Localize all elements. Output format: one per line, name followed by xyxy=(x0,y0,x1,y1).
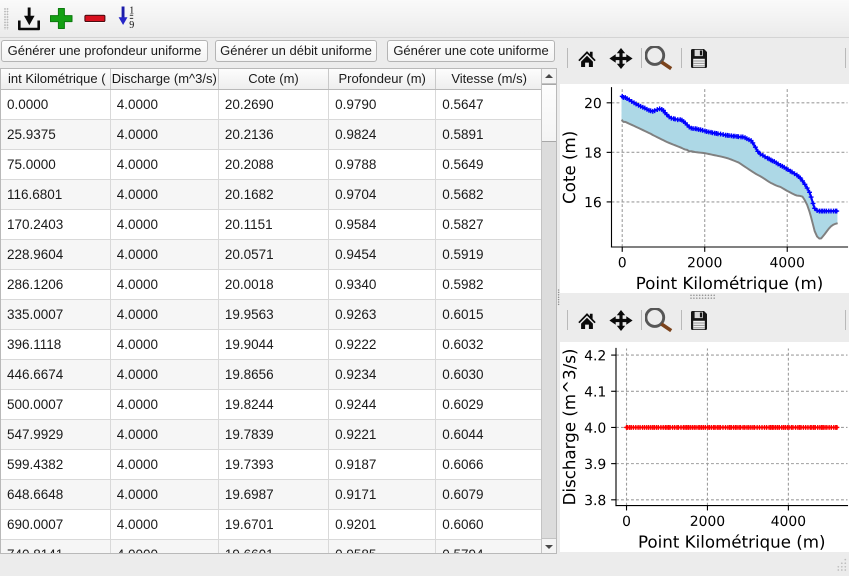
svg-text:1: 1 xyxy=(129,6,134,17)
svg-text:9: 9 xyxy=(129,20,134,30)
